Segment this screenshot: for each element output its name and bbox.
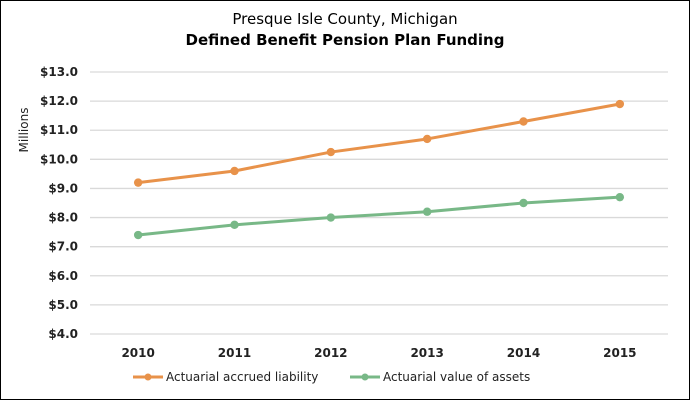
y-tick-label: $9.0 — [48, 181, 78, 195]
data-point — [519, 117, 528, 126]
y-tick-label: $11.0 — [40, 123, 78, 137]
y-tick-label: $4.0 — [48, 327, 78, 341]
data-point — [519, 198, 528, 208]
legend-marker — [361, 373, 369, 381]
data-point — [326, 147, 336, 157]
x-tick-label: 2011 — [218, 346, 251, 360]
y-axis-ticks: $4.0 $5.0 $6.0 $7.0 $8.0 $9.0 $10.0 $11.0 $12.0 $… — [40, 65, 78, 341]
x-axis-ticks: 2010 2011 2012 2013 2014 2015 — [121, 346, 636, 360]
legend-label: Actuarial accrued liability — [166, 370, 318, 384]
chart-subtitle: Defined Benefit Pension Plan Funding — [185, 31, 505, 49]
x-tick-label: 2014 — [507, 346, 540, 360]
gridlines — [90, 71, 668, 335]
series-line — [138, 195, 620, 237]
data-point — [230, 220, 239, 230]
data-point — [422, 134, 432, 144]
data-point — [230, 166, 239, 176]
legend-marker — [144, 373, 152, 381]
x-tick-label: 2012 — [314, 346, 347, 360]
y-tick-label: $10.0 — [40, 152, 78, 166]
y-tick-label: $8.0 — [48, 211, 78, 225]
legend: Actuarial accrued liability Actuarial val… — [133, 370, 530, 384]
y-axis-label: Millions — [17, 108, 31, 153]
series-line — [137, 102, 621, 185]
x-tick-label: 2015 — [603, 346, 636, 360]
data-point — [615, 192, 625, 202]
series-lines — [133, 99, 625, 240]
legend-item: Actuarial accrued liability — [133, 370, 318, 384]
data-point — [133, 178, 143, 187]
y-tick-label: $13.0 — [40, 65, 78, 79]
data-point — [422, 207, 432, 216]
y-tick-label: $7.0 — [48, 240, 78, 254]
legend-item: Actuarial value of assets — [350, 370, 530, 384]
y-tick-label: $5.0 — [48, 298, 78, 312]
y-tick-label: $12.0 — [40, 94, 78, 108]
legend-label: Actuarial value of assets — [383, 370, 530, 384]
x-tick-label: 2013 — [410, 346, 443, 360]
series-0 — [133, 99, 625, 187]
series-1 — [133, 192, 625, 240]
x-tick-label: 2010 — [121, 346, 154, 360]
data-point — [326, 213, 336, 222]
chart-title: Presque Isle County, Michigan — [232, 10, 458, 28]
data-point — [133, 230, 143, 240]
data-point — [615, 99, 625, 109]
y-tick-label: $6.0 — [48, 269, 78, 283]
